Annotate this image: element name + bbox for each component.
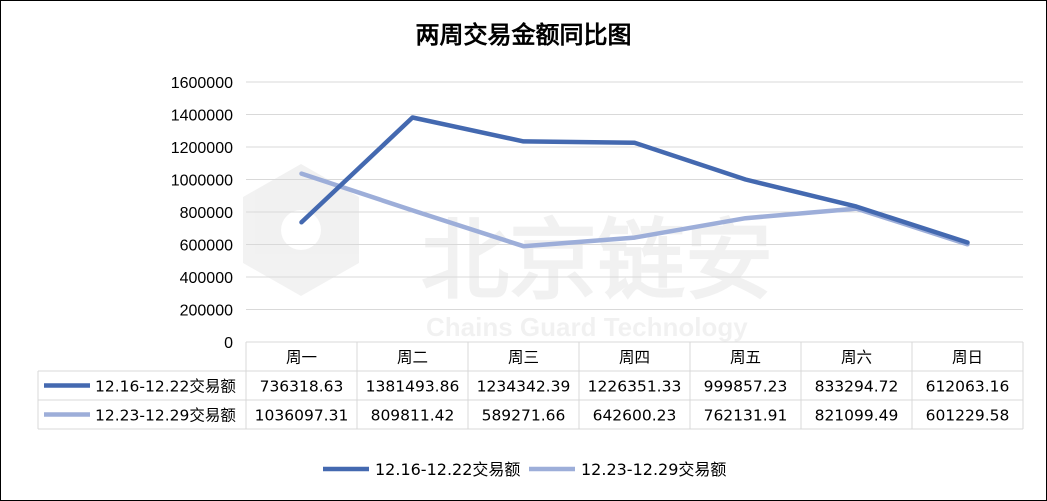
- y-tick-label: 1000000: [171, 173, 233, 190]
- x-category-label: 周一: [286, 349, 317, 367]
- x-category-label: 周六: [841, 349, 872, 367]
- y-tick-label: 0: [224, 335, 233, 352]
- table-cell-value: 762131.91: [704, 407, 788, 425]
- table-cell-value: 1036097.31: [255, 407, 349, 425]
- y-tick-label: 200000: [180, 303, 233, 320]
- data-table: 周一 周二 周三 周四 周五 周六 周日 12.16-12.22交易额 736318.63 138…: [37, 341, 1024, 430]
- table-cell-value: 589271.66: [482, 407, 566, 425]
- table-series-name: 12.16-12.22交易额: [95, 378, 236, 396]
- table-cell-value: 833294.72: [815, 378, 899, 396]
- x-category-label: 周二: [397, 349, 428, 367]
- table-cell-value: 1226351.33: [588, 378, 682, 396]
- table-cell-value: 809811.42: [371, 407, 455, 425]
- table-cell-value: 601229.58: [926, 407, 1010, 425]
- table-cell-value: 999857.23: [704, 378, 788, 396]
- y-tick-label: 1200000: [171, 140, 233, 157]
- x-category-label: 周四: [619, 349, 650, 367]
- table-cell-value: 642600.23: [593, 407, 677, 425]
- grid-lines: [246, 81, 1023, 310]
- legend-label: 12.23-12.29交易额: [581, 460, 726, 479]
- watermark-text-en: Chains Guard Technology: [426, 312, 748, 342]
- y-tick-label: 600000: [180, 238, 233, 255]
- table-cell-value: 1381493.86: [366, 378, 460, 396]
- y-tick-label: 400000: [180, 270, 233, 287]
- watermark: 北京链安 Chains Guard Technology: [243, 164, 773, 342]
- x-category-label: 周三: [508, 349, 539, 367]
- x-category-label: 周五: [730, 349, 761, 367]
- table-cell-value: 1234342.39: [477, 378, 571, 396]
- y-tick-label: 1600000: [171, 75, 233, 92]
- series-lines: [299, 115, 970, 249]
- y-axis: 0 200000 400000 600000 800000 1000000 1200000 1…: [171, 75, 233, 352]
- table-series-name: 12.23-12.29交易额: [95, 407, 236, 425]
- legend: 12.16-12.22交易额 12.23-12.29交易额: [323, 460, 726, 479]
- table-cell-value: 736318.63: [260, 378, 344, 396]
- table-cell-value: 612063.16: [926, 378, 1010, 396]
- series-line-1: [299, 115, 970, 245]
- y-tick-label: 1400000: [171, 108, 233, 125]
- x-category-label: 周日: [952, 349, 983, 367]
- legend-label: 12.16-12.22交易额: [375, 460, 520, 479]
- table-cell-value: 821099.49: [815, 407, 899, 425]
- y-tick-label: 800000: [180, 205, 233, 222]
- chart-title: 两周交易金额同比图: [415, 20, 632, 49]
- watermark-text-cn: 北京链安: [421, 209, 773, 312]
